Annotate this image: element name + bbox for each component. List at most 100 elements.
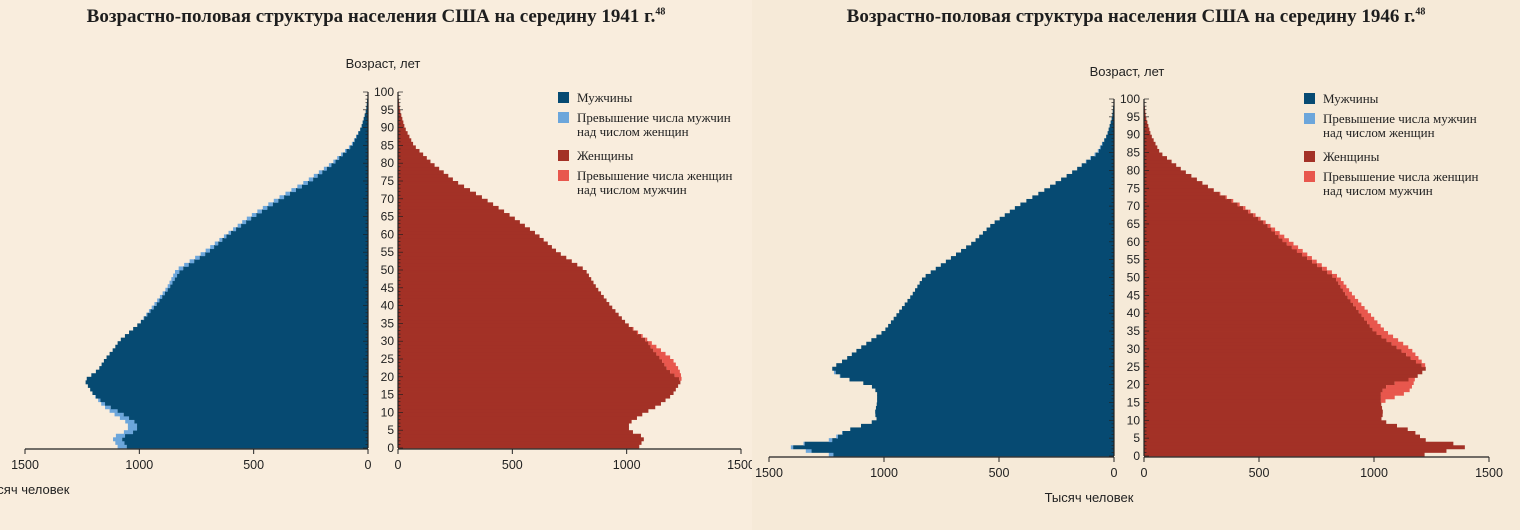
female-bar bbox=[1144, 216, 1259, 221]
male-bar bbox=[164, 291, 368, 296]
male-bar bbox=[95, 369, 369, 374]
female-bar bbox=[1144, 363, 1422, 368]
male-excess-bar bbox=[1099, 145, 1101, 150]
male-bar bbox=[100, 398, 369, 403]
female-excess-bar bbox=[653, 348, 661, 353]
male-excess-bar bbox=[351, 141, 353, 146]
female-bar bbox=[1144, 309, 1359, 314]
male-excess-bar bbox=[117, 444, 127, 449]
female-bar bbox=[398, 259, 572, 264]
female-excess-bar bbox=[1237, 202, 1240, 207]
legend-swatch bbox=[558, 112, 569, 123]
male-bar bbox=[209, 248, 368, 253]
female-bar bbox=[398, 262, 578, 267]
female-bar bbox=[1144, 281, 1339, 286]
female-bar bbox=[1144, 202, 1238, 207]
female-bar bbox=[1144, 334, 1382, 339]
x-tick-label: 0 bbox=[365, 458, 372, 472]
female-excess-bar bbox=[1282, 238, 1289, 243]
male-bar bbox=[194, 259, 368, 264]
female-excess-bar bbox=[1386, 384, 1412, 389]
legend-label: Женщины bbox=[1323, 149, 1380, 164]
x-tick-label: 500 bbox=[989, 466, 1010, 480]
female-excess-bar bbox=[1364, 316, 1375, 321]
female-excess-bar bbox=[1391, 341, 1404, 346]
female-excess-bar bbox=[1271, 227, 1276, 232]
female-bar bbox=[398, 391, 674, 395]
male-bar bbox=[1066, 173, 1114, 178]
male-bar bbox=[1050, 184, 1114, 189]
male-bar bbox=[842, 359, 1114, 364]
female-bar bbox=[1144, 198, 1232, 203]
female-bar bbox=[398, 280, 594, 285]
female-excess-bar bbox=[1263, 220, 1266, 225]
male-bar bbox=[134, 419, 368, 424]
female-excess-bar bbox=[664, 362, 676, 367]
male-bar bbox=[935, 266, 1114, 271]
y-tick-label: 30 bbox=[1127, 342, 1141, 356]
female-bar bbox=[398, 444, 640, 449]
y-tick-label: 80 bbox=[1127, 163, 1141, 177]
female-bar bbox=[1144, 406, 1383, 410]
male-excess-bar bbox=[273, 198, 279, 203]
female-bar bbox=[1144, 288, 1343, 293]
y-tick-label: 80 bbox=[381, 156, 395, 170]
male-bar bbox=[278, 198, 368, 203]
female-excess-bar bbox=[659, 355, 671, 360]
male-bar bbox=[912, 291, 1114, 296]
female-bar bbox=[398, 419, 632, 424]
female-bar bbox=[1144, 388, 1383, 393]
male-excess-bar bbox=[143, 316, 145, 321]
legend-label: Мужчины bbox=[577, 90, 633, 105]
y-tick-label: 85 bbox=[381, 138, 395, 152]
population-pyramid-chart-1941: 0 5 10 15 20 25 30 35 40 45 50 55 60 65 70 75 80 85 90 95 10… bbox=[0, 56, 755, 497]
female-bar bbox=[398, 362, 665, 367]
male-excess-bar bbox=[175, 270, 180, 274]
male-bar bbox=[92, 391, 368, 395]
male-excess-bar bbox=[169, 280, 173, 285]
y-tick-label: 95 bbox=[1127, 110, 1141, 124]
female-bar bbox=[398, 423, 629, 428]
female-bar bbox=[1144, 413, 1383, 418]
male-excess-bar bbox=[178, 266, 184, 271]
y-tick-label: 95 bbox=[381, 103, 395, 117]
female-bar bbox=[1144, 134, 1152, 139]
male-excess-bar bbox=[285, 191, 291, 196]
female-bar bbox=[398, 113, 402, 118]
female-bar bbox=[398, 141, 414, 146]
male-bar bbox=[290, 191, 368, 196]
male-bar bbox=[103, 359, 368, 363]
y-tick-label: 10 bbox=[1127, 413, 1141, 427]
male-bar bbox=[91, 373, 369, 378]
female-bar bbox=[398, 252, 561, 257]
male-bar bbox=[1061, 177, 1114, 182]
female-excess-bar bbox=[1347, 295, 1355, 300]
female-bar bbox=[398, 237, 544, 242]
male-bar bbox=[1038, 191, 1114, 196]
male-bar bbox=[893, 316, 1114, 321]
female-bar bbox=[398, 298, 607, 303]
female-bar bbox=[398, 248, 557, 253]
male-excess-bar bbox=[1085, 159, 1087, 164]
female-bar bbox=[398, 223, 525, 228]
y-axis-title: Возраст, лет bbox=[1090, 64, 1165, 79]
male-excess-bar bbox=[154, 302, 157, 306]
male-bar bbox=[990, 223, 1114, 228]
male-bar bbox=[342, 152, 368, 157]
x-tick-label: 1500 bbox=[11, 458, 39, 472]
y-tick-label: 85 bbox=[1127, 146, 1141, 160]
male-bar bbox=[877, 398, 1114, 403]
female-bar bbox=[1144, 145, 1158, 150]
male-bar bbox=[241, 223, 368, 228]
male-excess-bar bbox=[279, 195, 285, 200]
male-bar bbox=[284, 195, 368, 200]
female-bar bbox=[398, 401, 661, 406]
female-bar bbox=[1144, 313, 1362, 318]
female-bar bbox=[1144, 109, 1146, 114]
male-excess-bar bbox=[303, 181, 308, 185]
female-excess-bar bbox=[1376, 331, 1389, 336]
female-bar bbox=[398, 430, 633, 435]
male-excess-bar bbox=[790, 445, 794, 450]
male-bar bbox=[1020, 202, 1114, 207]
male-bar bbox=[832, 366, 1114, 371]
